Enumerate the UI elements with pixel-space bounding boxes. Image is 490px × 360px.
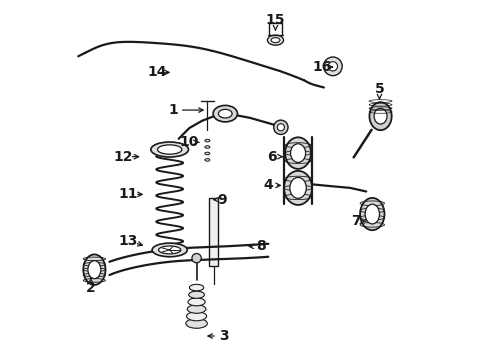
Text: 2: 2 bbox=[86, 280, 96, 294]
Ellipse shape bbox=[360, 198, 385, 230]
Text: 15: 15 bbox=[266, 13, 285, 27]
Ellipse shape bbox=[291, 144, 306, 162]
Ellipse shape bbox=[189, 291, 204, 298]
Ellipse shape bbox=[159, 246, 181, 254]
FancyBboxPatch shape bbox=[209, 198, 219, 266]
Ellipse shape bbox=[88, 261, 101, 279]
Ellipse shape bbox=[186, 319, 207, 328]
Ellipse shape bbox=[190, 284, 204, 291]
Text: 13: 13 bbox=[119, 234, 138, 248]
Circle shape bbox=[323, 57, 342, 76]
Circle shape bbox=[192, 253, 201, 263]
Text: 8: 8 bbox=[256, 239, 266, 253]
Text: 10: 10 bbox=[180, 135, 199, 149]
Ellipse shape bbox=[205, 152, 210, 155]
Text: 7: 7 bbox=[351, 214, 361, 228]
Ellipse shape bbox=[151, 142, 189, 157]
Circle shape bbox=[274, 120, 288, 134]
Ellipse shape bbox=[205, 139, 210, 142]
Ellipse shape bbox=[205, 146, 210, 148]
Ellipse shape bbox=[219, 109, 232, 118]
Ellipse shape bbox=[152, 243, 187, 257]
Ellipse shape bbox=[213, 105, 238, 122]
Text: 12: 12 bbox=[113, 150, 133, 164]
Circle shape bbox=[328, 62, 338, 71]
Text: 5: 5 bbox=[374, 82, 384, 95]
Ellipse shape bbox=[271, 38, 280, 42]
Text: 9: 9 bbox=[217, 193, 226, 207]
Text: 3: 3 bbox=[219, 329, 228, 343]
Text: 14: 14 bbox=[147, 66, 167, 80]
Ellipse shape bbox=[205, 159, 210, 161]
Ellipse shape bbox=[290, 177, 306, 198]
Ellipse shape bbox=[157, 145, 182, 154]
Text: 6: 6 bbox=[267, 150, 277, 164]
Ellipse shape bbox=[369, 102, 392, 130]
Text: 4: 4 bbox=[264, 178, 273, 192]
Text: 11: 11 bbox=[119, 187, 138, 201]
Text: 16: 16 bbox=[313, 60, 332, 74]
Text: 1: 1 bbox=[169, 103, 178, 117]
Ellipse shape bbox=[268, 35, 284, 45]
Ellipse shape bbox=[285, 137, 311, 169]
Ellipse shape bbox=[187, 305, 206, 313]
Ellipse shape bbox=[188, 298, 205, 306]
Circle shape bbox=[277, 124, 285, 131]
Ellipse shape bbox=[365, 204, 379, 224]
Ellipse shape bbox=[83, 255, 105, 285]
Ellipse shape bbox=[284, 171, 312, 205]
Ellipse shape bbox=[374, 108, 387, 124]
Ellipse shape bbox=[187, 312, 207, 321]
